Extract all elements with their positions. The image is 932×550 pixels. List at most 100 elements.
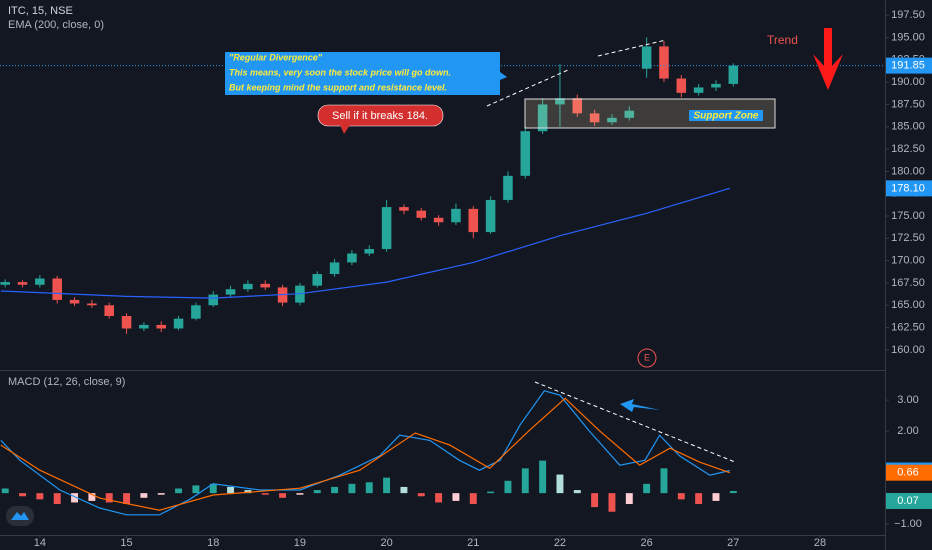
histogram-bar [625, 493, 633, 504]
candle-body [208, 294, 218, 306]
candle-body [173, 318, 184, 329]
histogram-bar [296, 493, 304, 495]
annotation: "Regular Divergence" [229, 52, 323, 62]
candle-body [347, 253, 357, 263]
candle-body [139, 324, 149, 329]
candle-body [104, 305, 114, 316]
histogram-bar [123, 493, 131, 504]
candle-body [329, 262, 340, 275]
histogram-bar [88, 493, 96, 501]
callout-tail [340, 125, 350, 134]
price-badge-label: 0.07 [897, 495, 918, 507]
histogram-bar [36, 493, 44, 500]
y-tick-label: 2.00 [897, 425, 918, 437]
candle-body [485, 199, 496, 233]
x-tick-label: 15 [120, 537, 132, 549]
histogram-bar [1, 488, 9, 494]
histogram-bar [487, 491, 495, 494]
candle-body [572, 98, 583, 114]
y-tick-label: 197.50 [891, 9, 925, 21]
price-badge [886, 180, 932, 197]
annotations: "Regular Divergence" This means, very so… [6, 5, 843, 526]
histogram-bar [573, 490, 581, 494]
y-tick-label: 190.00 [891, 76, 925, 88]
price-badge-label: 191.85 [891, 60, 925, 72]
histogram-bar [417, 493, 425, 497]
annotation: This means, very soon the stock price wi… [229, 67, 451, 77]
histogram-bar [712, 493, 720, 501]
divergence-line [597, 39, 667, 57]
y-tick-label: 165.00 [891, 299, 925, 311]
candle-body [711, 83, 721, 88]
histogram-bar [261, 493, 269, 495]
candle-body [624, 110, 635, 118]
histogram-bar [157, 493, 165, 495]
candle-body [156, 324, 166, 329]
histogram-bar [521, 468, 529, 494]
y-tick-label: 182.50 [891, 143, 925, 155]
histogram-bar [729, 490, 737, 494]
candle-body [607, 117, 617, 123]
annotation: E [644, 352, 650, 362]
histogram-bar [695, 493, 703, 504]
histogram-bar [591, 493, 599, 508]
macd-divergence-line [534, 381, 736, 463]
indicator-title: EMA (200, close, 0) [8, 19, 104, 31]
candle-body [728, 65, 739, 84]
candle-body [503, 175, 513, 200]
y-tick-label: −1.00 [894, 518, 922, 530]
candle-body [312, 274, 323, 286]
earnings-marker [637, 348, 657, 368]
candle-body [121, 315, 132, 329]
histogram-bar [140, 493, 148, 498]
histogram-bar [192, 485, 200, 494]
histogram-bar [539, 460, 547, 494]
price-badge [886, 492, 932, 509]
candle-body [35, 278, 45, 285]
price-pane: 160.00 162.50 165.00 167.50 170.00 172.50 175.… [0, 9, 925, 356]
histogram-bar [660, 468, 668, 494]
candle-body [416, 210, 427, 218]
histogram-bar [504, 480, 512, 494]
candle-body [364, 249, 375, 254]
divergence-box [225, 52, 500, 95]
price-badge [886, 57, 932, 74]
histogram-bar [209, 483, 217, 494]
candle-body [676, 78, 687, 93]
x-tick-label: 14 [34, 537, 46, 549]
y-tick-label: 180.00 [891, 165, 925, 177]
y-tick-label: 170.00 [891, 255, 925, 267]
histogram-bar [556, 474, 564, 494]
candle-body [520, 131, 531, 176]
candle-body [659, 46, 669, 79]
annotation: Trend [767, 33, 798, 47]
histogram-bar [383, 477, 391, 494]
histogram-bar [677, 493, 685, 500]
x-tick-label: 22 [554, 537, 566, 549]
y-tick-label: 187.50 [891, 98, 925, 110]
candle-body [468, 208, 479, 233]
y-tick-label: 175.00 [891, 210, 925, 222]
ema-line [0, 187, 730, 299]
y-tick-label: 3.00 [897, 394, 918, 406]
candle-body [381, 207, 392, 250]
x-tick-label: 21 [467, 537, 479, 549]
candle-body [399, 207, 409, 211]
support-zone [524, 98, 776, 129]
candle-body [537, 104, 548, 132]
signal-line [0, 397, 730, 511]
price-badge-label: 178.10 [891, 182, 925, 194]
candle-body [555, 98, 565, 105]
candle-body [693, 87, 704, 93]
histogram-bar [279, 493, 287, 498]
x-tick-label: 18 [207, 537, 219, 549]
indicator-title: MACD (12, 26, close, 9) [8, 376, 125, 388]
price-badge [886, 464, 932, 481]
candle-body [191, 305, 201, 319]
sell-callout [317, 104, 444, 127]
x-tick-label: 19 [294, 537, 306, 549]
logo-icon [11, 512, 29, 520]
candle-body [69, 299, 80, 304]
